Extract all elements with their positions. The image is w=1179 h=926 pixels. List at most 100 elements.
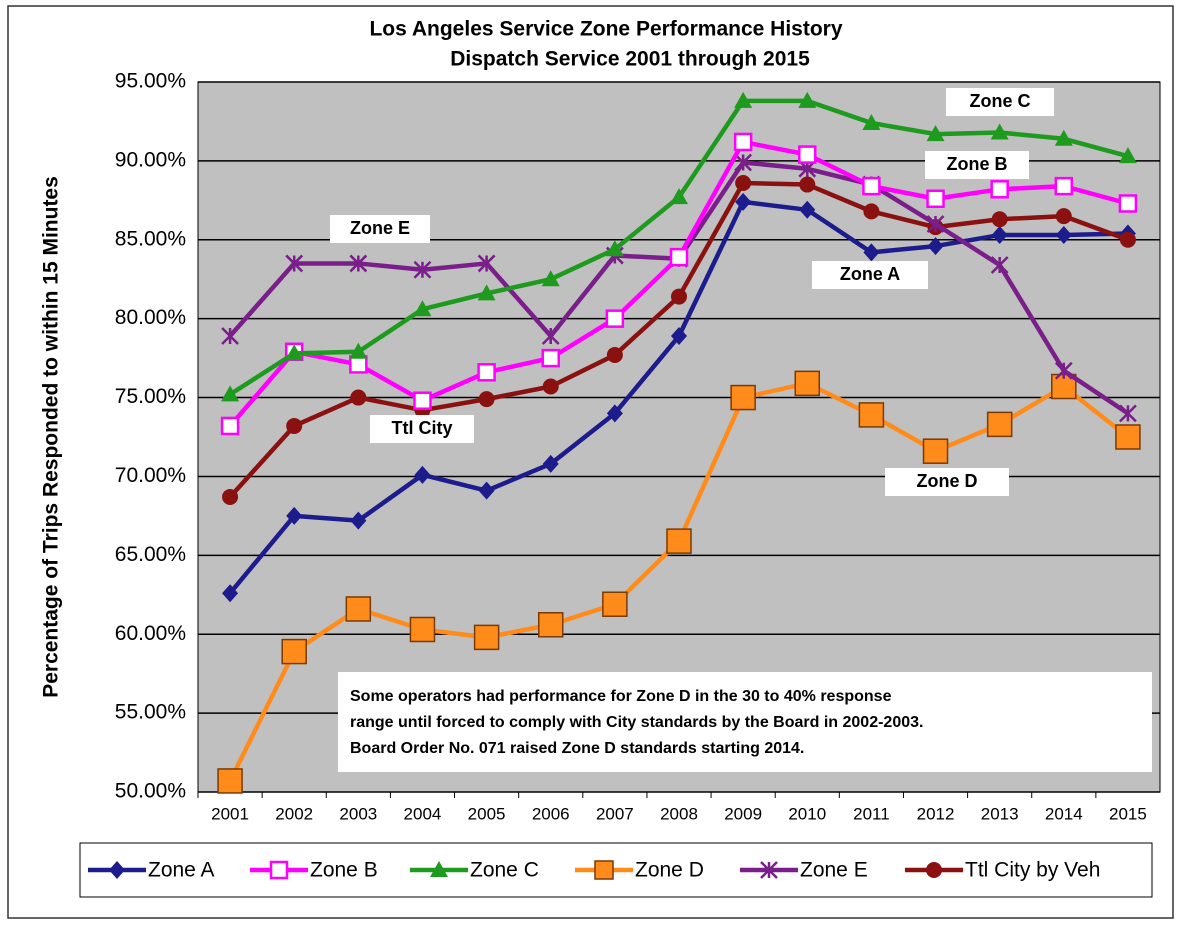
marker bbox=[286, 417, 303, 434]
x-tick-label: 2007 bbox=[596, 804, 634, 823]
x-tick-label: 2013 bbox=[981, 804, 1019, 823]
marker bbox=[926, 125, 945, 142]
marker bbox=[927, 237, 944, 256]
marker bbox=[1119, 231, 1136, 248]
annotation-box bbox=[885, 468, 1009, 496]
marker bbox=[798, 145, 817, 164]
marker bbox=[986, 411, 1013, 438]
marker bbox=[286, 506, 303, 525]
marker bbox=[605, 240, 624, 257]
x-tick-label: 2011 bbox=[853, 804, 890, 823]
marker bbox=[473, 624, 500, 651]
legend-label: Ttl City by Veh bbox=[965, 859, 1100, 882]
annotation: Zone D bbox=[917, 471, 978, 491]
marker bbox=[733, 132, 753, 152]
marker bbox=[863, 243, 880, 262]
annotation: Zone E bbox=[350, 218, 410, 238]
y-tick-label: 50.00% bbox=[115, 780, 186, 803]
annotation: Zone B bbox=[947, 154, 1008, 174]
marker bbox=[220, 416, 240, 436]
marker bbox=[606, 404, 623, 423]
marker bbox=[1119, 404, 1137, 423]
annotation-box bbox=[370, 415, 474, 443]
marker bbox=[671, 327, 687, 346]
y-tick-label: 65.00% bbox=[115, 543, 186, 566]
marker bbox=[477, 363, 496, 382]
marker bbox=[478, 391, 495, 408]
marker bbox=[799, 200, 816, 219]
marker bbox=[349, 355, 368, 374]
annotation-box bbox=[330, 215, 430, 243]
x-tick-label: 2001 bbox=[211, 804, 249, 823]
marker bbox=[541, 348, 560, 368]
marker bbox=[409, 616, 436, 643]
x-tick-label: 2005 bbox=[468, 804, 506, 823]
y-tick-label: 60.00% bbox=[115, 622, 186, 645]
marker bbox=[605, 309, 625, 328]
marker bbox=[269, 860, 289, 880]
y-tick-label: 70.00% bbox=[115, 464, 186, 487]
marker bbox=[349, 254, 368, 273]
legend-label: Zone C bbox=[470, 859, 539, 882]
x-tick-label: 2006 bbox=[532, 804, 570, 823]
marker bbox=[430, 861, 448, 877]
y-tick-label: 75.00% bbox=[115, 385, 186, 408]
annotation: Zone C bbox=[970, 91, 1031, 111]
marker bbox=[862, 114, 881, 131]
x-tick-label: 2004 bbox=[404, 804, 442, 823]
marker bbox=[602, 591, 628, 617]
legend-label: Zone E bbox=[800, 859, 868, 882]
marker bbox=[221, 327, 239, 345]
marker bbox=[222, 584, 239, 603]
marker bbox=[345, 596, 372, 622]
marker bbox=[990, 180, 1009, 199]
marker bbox=[477, 254, 496, 273]
marker bbox=[109, 861, 125, 879]
marker bbox=[926, 189, 945, 209]
x-tick-label: 2003 bbox=[339, 804, 377, 823]
marker bbox=[594, 860, 614, 880]
legend-label: Zone B bbox=[310, 859, 378, 882]
y-tick-label: 90.00% bbox=[115, 148, 186, 171]
marker bbox=[1118, 194, 1138, 213]
legend-label: Zone A bbox=[148, 859, 215, 882]
marker bbox=[735, 174, 752, 191]
note-text: Board Order No. 071 raised Zone D standa… bbox=[350, 740, 804, 757]
marker bbox=[990, 123, 1009, 140]
x-tick-label: 2015 bbox=[1109, 804, 1147, 823]
x-tick-label: 2010 bbox=[788, 804, 826, 823]
note-text: range until forced to comply with City s… bbox=[350, 714, 923, 731]
x-tick-label: 2014 bbox=[1045, 804, 1083, 823]
marker bbox=[926, 862, 942, 878]
marker bbox=[760, 861, 778, 879]
marker bbox=[350, 389, 367, 406]
marker bbox=[281, 638, 307, 665]
marker bbox=[991, 226, 1008, 245]
marker bbox=[1054, 361, 1073, 380]
marker bbox=[606, 346, 623, 363]
marker bbox=[671, 288, 687, 305]
marker bbox=[349, 342, 368, 359]
marker bbox=[799, 176, 816, 193]
marker bbox=[1054, 129, 1073, 146]
marker bbox=[413, 300, 432, 317]
marker bbox=[541, 270, 560, 287]
marker bbox=[734, 91, 753, 108]
marker bbox=[217, 768, 243, 794]
y-tick-label: 55.00% bbox=[115, 701, 186, 724]
marker bbox=[1118, 147, 1137, 164]
marker bbox=[413, 391, 432, 410]
marker bbox=[350, 511, 367, 530]
x-tick-label: 2012 bbox=[917, 804, 955, 823]
marker bbox=[926, 215, 945, 233]
marker bbox=[922, 438, 949, 464]
annotation-box bbox=[946, 88, 1054, 116]
y-axis-label: Percentage of Trips Responded to within … bbox=[40, 176, 63, 698]
annotation-box bbox=[812, 261, 928, 289]
marker bbox=[991, 211, 1008, 228]
x-tick-label: 2009 bbox=[724, 804, 762, 823]
marker bbox=[222, 488, 239, 505]
marker bbox=[735, 192, 752, 211]
marker bbox=[285, 254, 304, 273]
